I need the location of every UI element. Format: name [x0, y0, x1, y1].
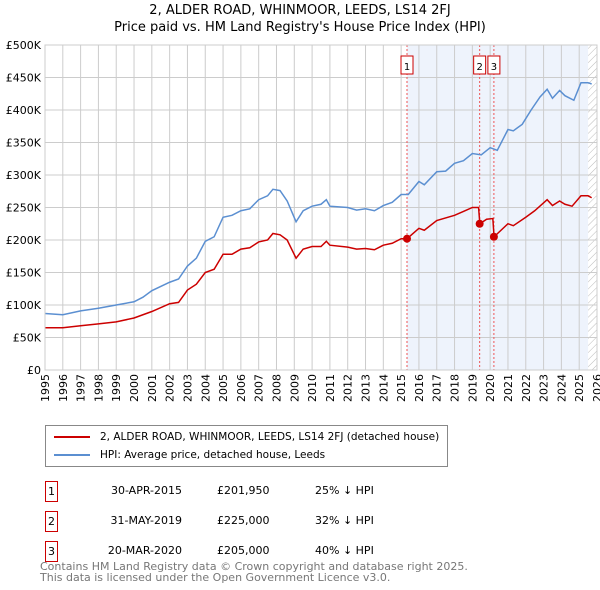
- sale-hpi-diff: 25% ↓ HPI: [315, 484, 374, 497]
- y-tick-label: £150K: [6, 267, 42, 280]
- legend-item-hpi: HPI: Average price, detached house, Leed…: [54, 449, 325, 461]
- price-chart: 1995 1996 1997 1998 1999 2000 2001 2002 2003 2004…: [6, 39, 600, 402]
- x-tick-label: 2011: [324, 374, 337, 402]
- x-tick-label: 2012: [342, 374, 355, 402]
- x-tick-label: 2000: [128, 374, 141, 402]
- series-line: [44, 81, 592, 316]
- y-tick-label: £350K: [6, 137, 42, 150]
- chart-title: 2, ALDER ROAD, WHINMOOR, LEEDS, LS14 2FJ: [149, 3, 451, 18]
- sale-marker-label: 3: [491, 62, 497, 73]
- legend-label: 2, ALDER ROAD, WHINMOOR, LEEDS, LS14 2FJ…: [100, 431, 440, 443]
- x-tick-label: 2015: [395, 374, 408, 402]
- x-tick-label: 2007: [253, 374, 266, 402]
- x-tick-label: 1999: [110, 374, 123, 402]
- sale-date: 31-MAY-2019: [110, 514, 182, 527]
- x-tick-label: 2009: [288, 374, 301, 402]
- y-tick-label: £100K: [6, 299, 42, 312]
- sale-marker-label: 1: [404, 62, 410, 73]
- x-tick-label: 2019: [466, 374, 479, 402]
- sale-point: [489, 232, 498, 241]
- sale-row: 3 20-MAR-2020 £205,000 40% ↓ HPI: [45, 541, 600, 562]
- legend-item-property: 2, ALDER ROAD, WHINMOOR, LEEDS, LS14 2FJ…: [54, 431, 439, 443]
- x-tick-label: 2014: [377, 374, 390, 402]
- sale-badge: 2: [45, 511, 58, 532]
- x-tick-label: 2026: [591, 374, 600, 402]
- x-tick-label: 2024: [555, 374, 568, 402]
- legend-swatch: [54, 454, 90, 456]
- y-tick-label: £450K: [6, 72, 42, 85]
- y-tick-label: £300K: [6, 169, 42, 182]
- x-tick-label: 1996: [57, 374, 70, 402]
- x-tick-label: 1995: [39, 374, 52, 402]
- sale-marker-badge: [487, 55, 501, 75]
- x-tick-label: 1997: [75, 374, 88, 402]
- sale-row: 2 31-MAY-2019 £225,000 32% ↓ HPI: [45, 511, 600, 532]
- x-tick-label: 2001: [146, 374, 159, 402]
- y-tick-label: £200K: [6, 234, 42, 247]
- sale-marker-badge: [473, 55, 487, 75]
- plot-frame: [44, 44, 598, 371]
- sale-marker-badge: [400, 55, 414, 75]
- sale-badge: 3: [45, 541, 58, 562]
- x-tick-label: 2005: [217, 374, 230, 402]
- x-tick-label: 2021: [502, 374, 515, 402]
- sale-date: 20-MAR-2020: [107, 544, 182, 557]
- sale-hpi-diff: 32% ↓ HPI: [315, 514, 374, 527]
- x-tick-label: 2017: [431, 374, 444, 402]
- sale-point: [403, 234, 412, 243]
- series-line: [45, 195, 593, 329]
- footer-line2: This data is licensed under the Open Gov…: [40, 571, 391, 584]
- y-tick-label: £50K: [13, 332, 42, 345]
- x-tick-label: 2023: [538, 374, 551, 402]
- sale-badge: 1: [45, 481, 58, 502]
- legend-label: HPI: Average price, detached house, Leed…: [100, 449, 326, 461]
- y-tick-label: £400K: [6, 104, 42, 117]
- x-tick-label: 2018: [449, 374, 462, 402]
- legend: 2, ALDER ROAD, WHINMOOR, LEEDS, LS14 2FJ…: [45, 425, 448, 467]
- legend-swatch: [54, 436, 90, 438]
- x-tick-label: 2002: [164, 374, 177, 402]
- sale-price: £225,000: [217, 514, 270, 527]
- y-tick-label: £250K: [6, 202, 42, 215]
- x-tick-label: 2020: [484, 374, 497, 402]
- x-tick-label: 2022: [520, 374, 533, 402]
- y-tick-label: £0: [27, 364, 41, 377]
- x-tick-label: 2016: [413, 374, 426, 402]
- sale-price: £201,950: [217, 484, 270, 497]
- sale-row: 1 30-APR-2015 £201,950 25% ↓ HPI: [45, 481, 600, 502]
- sale-price: £205,000: [217, 544, 270, 557]
- footer-line1: Contains HM Land Registry data © Crown c…: [40, 560, 468, 573]
- x-tick-label: 2004: [199, 374, 212, 402]
- x-tick-label: 2008: [270, 374, 283, 402]
- chart-subtitle: Price paid vs. HM Land Registry's House …: [114, 20, 486, 35]
- sale-point: [475, 219, 484, 228]
- x-tick-label: 2010: [306, 374, 319, 402]
- x-tick-label: 2013: [360, 374, 373, 402]
- sale-hpi-diff: 40% ↓ HPI: [315, 544, 374, 557]
- x-tick-label: 1998: [92, 374, 105, 402]
- x-tick-label: 2006: [235, 374, 248, 402]
- y-tick-label: £500K: [6, 39, 42, 52]
- x-tick-label: 2003: [181, 374, 194, 402]
- x-tick-label: 2025: [573, 374, 586, 402]
- sale-marker-label: 2: [476, 62, 482, 73]
- sale-date: 30-APR-2015: [110, 484, 182, 497]
